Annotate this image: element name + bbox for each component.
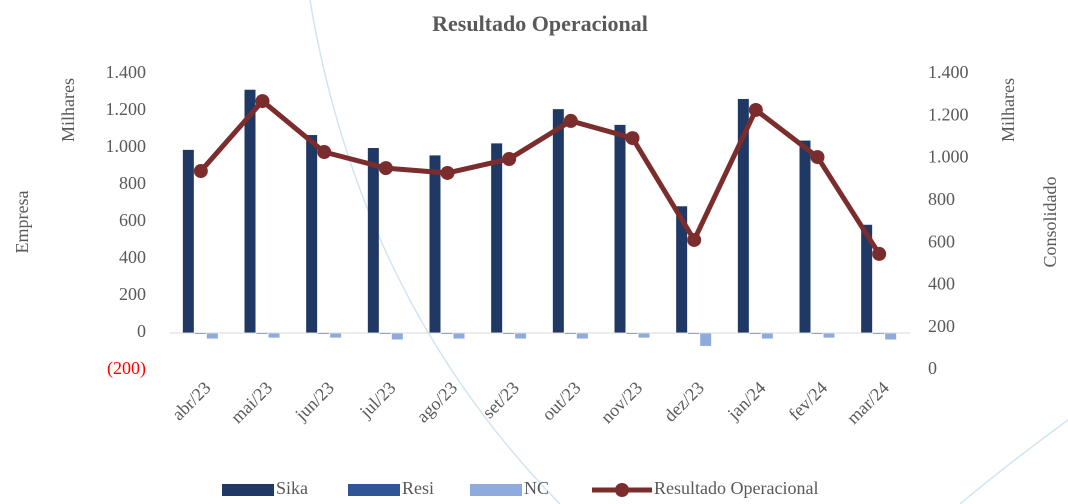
bar xyxy=(515,333,527,339)
y-tick-label: 400 xyxy=(119,247,146,267)
y-tick-label: 600 xyxy=(119,210,146,230)
decoration xyxy=(959,419,1068,504)
line-marker xyxy=(378,161,393,176)
y-tick-label: 800 xyxy=(119,173,146,193)
bar xyxy=(823,333,835,338)
y-tick-label: 200 xyxy=(119,284,146,304)
line-marker xyxy=(193,164,208,179)
bar xyxy=(761,333,773,339)
x-tick-label: jul/23 xyxy=(355,378,400,423)
y-axis-unit: Milhares xyxy=(58,78,78,142)
legend-swatch xyxy=(615,483,629,497)
bar xyxy=(799,140,811,333)
bar xyxy=(182,149,194,333)
bar xyxy=(491,143,503,333)
line-marker xyxy=(255,94,270,109)
y-tick-label: 1.000 xyxy=(106,136,147,156)
legend-label: Sika xyxy=(276,478,308,498)
line-marker xyxy=(563,113,578,128)
y2-tick-label: 600 xyxy=(928,231,955,251)
x-tick-label: mar/24 xyxy=(843,378,893,428)
y2-tick-label: 1.200 xyxy=(928,104,969,124)
x-tick-label: abr/23 xyxy=(168,378,215,425)
line-marker xyxy=(502,151,517,166)
bar xyxy=(861,224,873,333)
y-tick-label: 1.200 xyxy=(106,99,147,119)
line-marker xyxy=(625,131,640,146)
line-marker xyxy=(317,145,332,160)
bar xyxy=(576,333,588,339)
x-tick-label: fev/24 xyxy=(785,378,832,425)
bar xyxy=(737,98,749,333)
bar xyxy=(676,206,688,333)
line-marker xyxy=(748,102,763,117)
y2-tick-label: 400 xyxy=(928,274,955,294)
x-tick-label: jan/24 xyxy=(723,378,770,425)
bar xyxy=(552,109,564,334)
y-tick-label: (200) xyxy=(107,358,146,379)
bar xyxy=(429,155,441,333)
bar xyxy=(367,148,379,333)
line-marker xyxy=(440,165,455,180)
bar xyxy=(306,135,318,333)
line-marker xyxy=(687,232,702,247)
legend-swatch xyxy=(222,484,274,496)
bar xyxy=(614,124,626,333)
y-axis-title: Empresa xyxy=(12,191,32,254)
legend-label: Resi xyxy=(402,478,434,498)
legend-label: NC xyxy=(524,478,549,498)
bar xyxy=(244,89,256,333)
line-marker xyxy=(810,150,825,165)
legend-swatch xyxy=(470,484,522,496)
decoration xyxy=(309,0,561,504)
x-tick-label: ago/23 xyxy=(412,378,461,427)
chart-title: Resultado Operacional xyxy=(432,11,648,36)
y2-axis-unit: Milhares xyxy=(998,78,1018,142)
bar xyxy=(885,333,897,340)
y2-tick-label: 1.400 xyxy=(928,62,969,82)
x-tick-label: mai/23 xyxy=(227,378,276,427)
bar xyxy=(453,333,465,339)
bar xyxy=(638,333,650,338)
bar xyxy=(330,333,342,338)
y2-tick-label: 800 xyxy=(928,189,955,209)
line-marker xyxy=(872,246,887,261)
y-tick-label: 1.400 xyxy=(106,62,147,82)
bar xyxy=(268,333,280,338)
x-tick-label: nov/23 xyxy=(597,378,647,428)
x-tick-label: jun/23 xyxy=(291,378,338,425)
x-tick-label: dez/23 xyxy=(660,378,708,426)
bar xyxy=(206,333,218,339)
legend-label: Resultado Operacional xyxy=(654,478,818,498)
y-tick-label: 0 xyxy=(137,321,146,341)
x-tick-label: out/23 xyxy=(538,378,585,425)
y2-axis-title: Consolidado xyxy=(1040,176,1060,267)
bar xyxy=(391,333,403,340)
y2-tick-label: 0 xyxy=(928,358,937,378)
y2-tick-label: 1.000 xyxy=(928,147,969,167)
x-tick-label: set/23 xyxy=(478,378,523,423)
line xyxy=(198,98,882,256)
bar xyxy=(700,333,712,346)
y2-tick-label: 200 xyxy=(928,316,955,336)
legend-swatch xyxy=(348,484,400,496)
